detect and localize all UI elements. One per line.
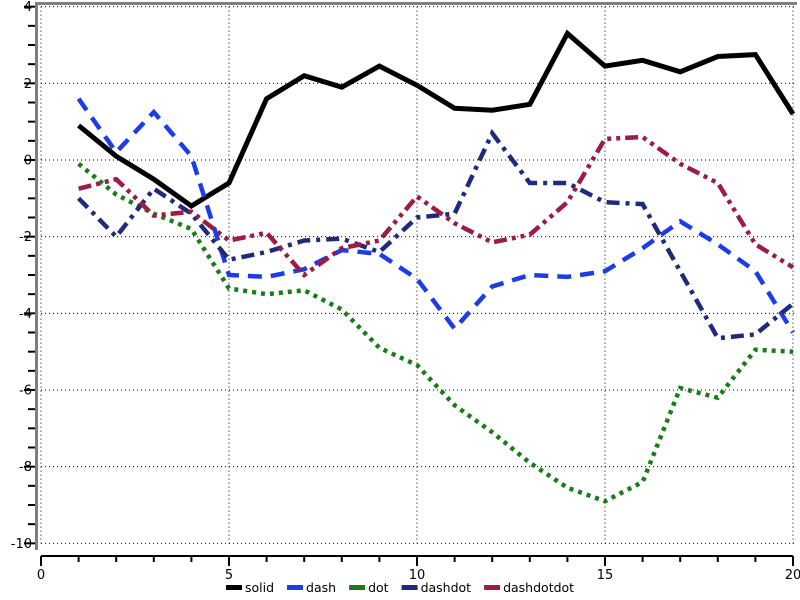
y-tick-label: 0 (24, 154, 32, 169)
y-tick-label: 2 (24, 77, 32, 92)
plot-frame-top (35, 2, 797, 5)
legend-item-dashdotdot: dashdotdot (484, 580, 574, 595)
x-tick-label: 20 (785, 568, 800, 583)
plot-frame-left (35, 2, 38, 550)
y-tick-label: -10 (11, 537, 32, 552)
y-tick-label: -4 (19, 307, 32, 322)
legend-label-solid: solid (245, 580, 274, 595)
legend: solid dash dot dashdot dashdotdot (226, 580, 574, 595)
legend-label-dot: dot (368, 580, 389, 595)
series-dashdotdot-line (78, 134, 795, 279)
y-tick-label: -2 (19, 230, 32, 245)
series-dash-line (76, 97, 795, 334)
legend-label-dash: dash (306, 580, 336, 595)
legend-label-dashdot: dashdot (421, 580, 472, 595)
series-solid-line (77, 29, 796, 209)
y-tick-label: -6 (19, 383, 32, 398)
x-tick-label: 0 (37, 568, 45, 583)
series-dashdot-line (76, 128, 795, 341)
legend-item-dot: dot (349, 580, 389, 595)
legend-item-dash: dash (287, 580, 336, 595)
x-tick-label: 15 (597, 568, 614, 583)
y-tick-label: -8 (19, 460, 32, 475)
legend-item-dashdot: dashdot (401, 580, 472, 595)
legend-label-dashdotdot: dashdotdot (503, 580, 574, 595)
y-tick-label: 4 (24, 0, 32, 15)
series-dot-line (77, 162, 794, 504)
x-tick-label: 5 (225, 568, 233, 583)
legend-item-solid: solid (226, 580, 274, 595)
x-tick-label: 10 (409, 568, 426, 583)
